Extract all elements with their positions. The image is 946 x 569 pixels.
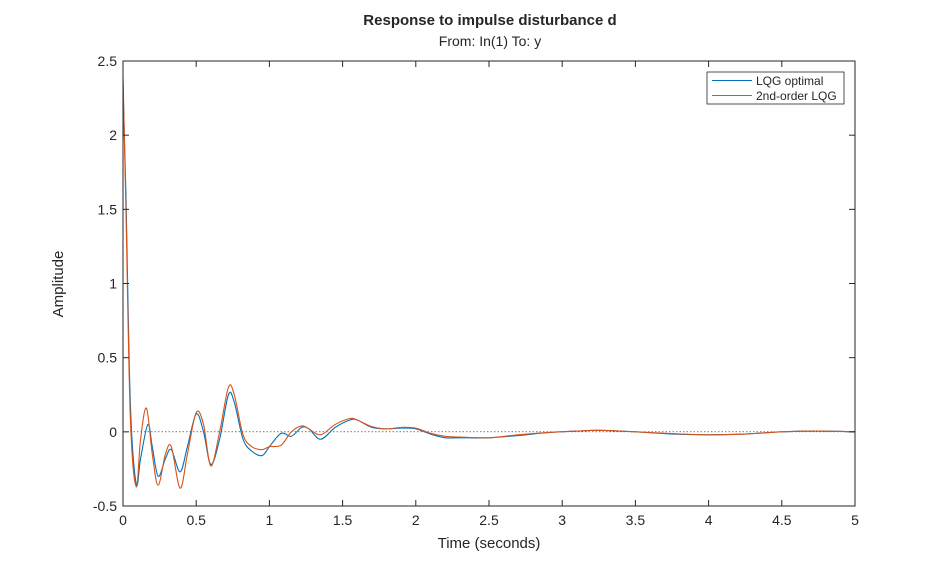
y-tick-label: 1.5 <box>98 201 118 217</box>
legend-box <box>706 71 845 105</box>
y-tick-labels: -0.5 0 0.5 1 1.5 2 2.5 <box>93 53 117 514</box>
y-tick-label: -0.5 <box>93 498 117 514</box>
legend[interactable]: LQG optimal 2nd-order LQG <box>706 71 845 105</box>
tick-marks <box>122 60 856 507</box>
x-axis-label: Time (seconds) <box>438 535 541 552</box>
x-tick-label: 4.5 <box>772 512 792 528</box>
x-tick-label: 3 <box>558 512 566 528</box>
y-tick-label: 2.5 <box>98 53 118 69</box>
x-tick-label: 2 <box>412 512 420 528</box>
y-tick-label: 1 <box>109 276 117 292</box>
x-tick-label: 5 <box>851 512 859 528</box>
axes-background <box>123 61 855 506</box>
x-tick-label: 0 <box>119 512 127 528</box>
x-tick-label: 0.5 <box>186 512 206 528</box>
y-tick-label: 0 <box>109 424 117 440</box>
x-tick-label: 1.5 <box>333 512 353 528</box>
plot-area <box>122 60 856 507</box>
y-tick-label: 2 <box>109 127 117 143</box>
legend-label-2nd-order-lqg: 2nd-order LQG <box>756 89 837 103</box>
legend-label-lqg-optimal: LQG optimal <box>756 74 823 88</box>
x-tick-labels: 0 0.5 1 1.5 2 2.5 3 3.5 4 4.5 5 <box>119 512 859 528</box>
chart-title: Response to impulse disturbance d <box>363 12 616 29</box>
chart-subtitle: From: In(1) To: y <box>439 33 541 49</box>
x-tick-label: 1 <box>266 512 274 528</box>
y-axis-label: Amplitude <box>50 251 67 318</box>
x-tick-label: 3.5 <box>626 512 646 528</box>
y-tick-label: 0.5 <box>98 350 118 366</box>
x-tick-label: 4 <box>705 512 713 528</box>
x-tick-label: 2.5 <box>479 512 499 528</box>
series-line-2nd-order-lqg[interactable] <box>122 75 856 489</box>
series-group <box>122 75 856 489</box>
